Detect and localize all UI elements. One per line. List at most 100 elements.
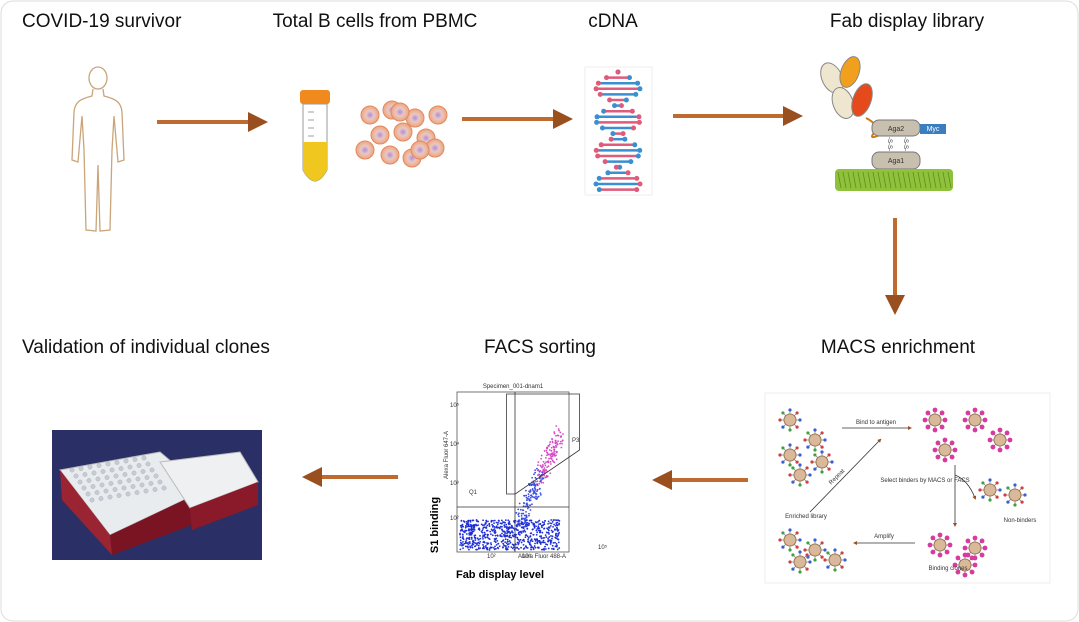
- event-dot: [516, 541, 519, 544]
- event-dot: [550, 449, 553, 452]
- spike-tip: [823, 558, 827, 562]
- axis-label: Alexa Fluor 647-A: [444, 431, 450, 479]
- event-dot: [545, 449, 548, 452]
- event-dot: [509, 541, 512, 544]
- event-dot: [493, 519, 496, 522]
- event-dot: [543, 450, 546, 452]
- facs-plot: Specimen_001-dnam1 P3 Q1 10² 10³ 10⁵ 10⁵…: [425, 380, 608, 581]
- event-dot: [543, 467, 546, 469]
- membrane-line: [902, 171, 907, 189]
- event-dot: [470, 528, 472, 530]
- event-dot: [492, 547, 495, 549]
- spike-tip: [979, 410, 985, 416]
- event-dot: [474, 539, 477, 541]
- event-dot: [465, 539, 468, 541]
- spike-tip: [806, 541, 810, 545]
- event-dot: [477, 541, 480, 544]
- spike-tip: [826, 565, 830, 569]
- event-dot: [473, 545, 476, 548]
- event-dot: [535, 521, 538, 524]
- event-dot: [504, 519, 507, 522]
- event-dot: [470, 532, 473, 535]
- event-dot: [510, 531, 512, 534]
- fab-label: Aga1: [888, 158, 904, 165]
- event-dot: [553, 454, 556, 456]
- event-dot: [544, 464, 547, 467]
- event-dot: [549, 454, 552, 457]
- event-dot: [525, 522, 527, 524]
- event-dot: [546, 466, 548, 469]
- event-dot: [522, 543, 525, 546]
- membrane-line: [872, 171, 877, 189]
- event-dot: [500, 540, 503, 543]
- event-dot: [539, 493, 542, 496]
- event-dot: [479, 540, 482, 543]
- event-dot: [484, 522, 487, 524]
- event-dot: [551, 441, 554, 444]
- event-dot: [473, 525, 476, 528]
- spike-tip: [965, 424, 971, 430]
- spike-tip: [803, 438, 807, 442]
- membrane-line: [922, 171, 927, 189]
- event-dot: [531, 476, 534, 479]
- event-dot: [549, 525, 552, 527]
- spike-tip: [927, 542, 933, 548]
- step-label: Non-binders: [1004, 518, 1037, 524]
- event-dot: [553, 528, 556, 531]
- event-dot: [464, 526, 467, 529]
- event-dot: [551, 544, 554, 547]
- spike-tip: [942, 437, 948, 443]
- event-dot: [534, 539, 537, 542]
- event-dot: [459, 539, 462, 542]
- event-dot: [534, 471, 537, 474]
- event-dot: [508, 540, 511, 542]
- membrane-line: [867, 171, 872, 189]
- event-dot: [560, 435, 562, 437]
- event-dot: [557, 541, 560, 544]
- event-dot: [466, 545, 469, 548]
- event-dot: [541, 548, 543, 551]
- backbone: [593, 181, 599, 187]
- event-dot: [533, 545, 536, 547]
- event-dot: [468, 519, 470, 522]
- event-dot: [549, 460, 552, 463]
- event-dot: [540, 454, 543, 457]
- event-dot: [557, 428, 560, 430]
- event-dot: [530, 546, 532, 549]
- event-dot: [462, 538, 465, 541]
- backbone: [602, 159, 608, 165]
- event-dot: [528, 484, 531, 487]
- event-dot: [518, 515, 520, 518]
- event-dot: [462, 530, 465, 533]
- event-dot: [544, 469, 547, 471]
- event-dot: [507, 545, 510, 548]
- event-dot: [546, 531, 549, 534]
- backbone: [635, 153, 641, 159]
- event-dot: [511, 531, 514, 534]
- backbone: [613, 164, 619, 170]
- event-dot: [496, 535, 499, 537]
- cell: [370, 125, 390, 145]
- event-dot: [525, 499, 528, 502]
- cell: [355, 140, 375, 160]
- event-dot: [480, 523, 483, 526]
- event-dot: [468, 533, 471, 536]
- event-dot: [536, 490, 538, 493]
- backbone: [636, 119, 642, 125]
- event-dot: [535, 533, 538, 536]
- well: [123, 458, 129, 464]
- event-dot: [531, 540, 534, 543]
- well: [87, 464, 93, 470]
- event-dot: [543, 462, 546, 465]
- event-dot: [516, 520, 519, 523]
- event-dot: [525, 496, 528, 499]
- event-dot: [475, 519, 478, 521]
- event-dot: [536, 496, 539, 499]
- well: [81, 485, 87, 491]
- event-dot: [533, 525, 536, 528]
- event-dot: [548, 443, 551, 446]
- event-dot: [554, 536, 557, 539]
- event-dot: [529, 499, 532, 502]
- event-dot: [486, 529, 489, 532]
- event-dot: [463, 542, 466, 545]
